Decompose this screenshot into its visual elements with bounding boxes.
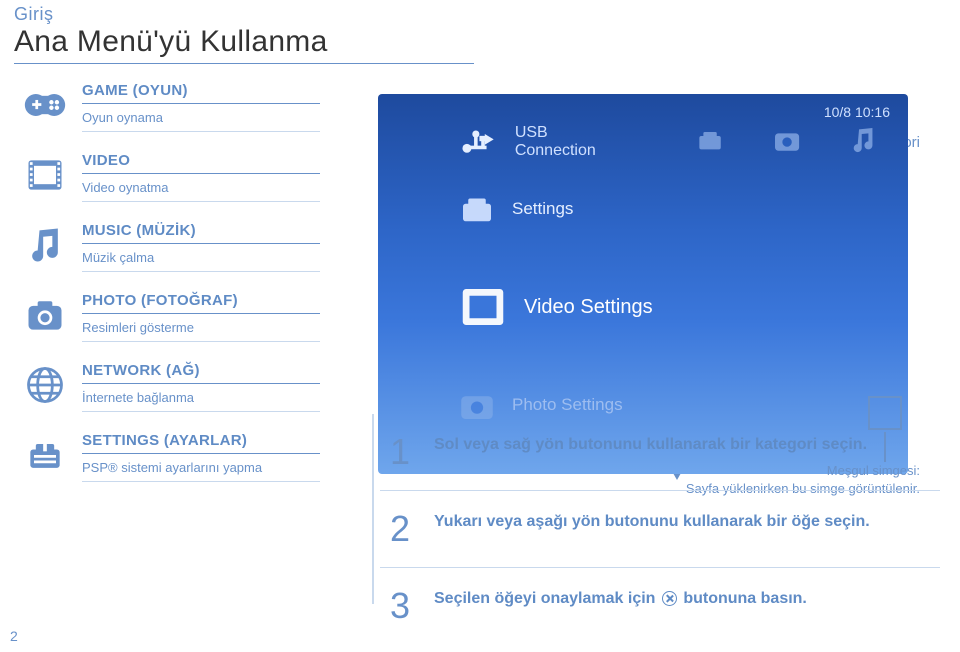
network-icon bbox=[22, 362, 68, 408]
xmb-item-label: Video Settings bbox=[524, 296, 653, 319]
step-2: 2 Yukarı veya aşağı yön butonunu kullana… bbox=[380, 511, 940, 547]
step-separator bbox=[380, 490, 940, 491]
category-desc: PSP® sistemi ayarlarını yapma bbox=[82, 460, 320, 482]
step-text-suffix: butonuna basın. bbox=[683, 590, 807, 607]
xmb-item: Settings bbox=[456, 188, 653, 230]
category-desc: Müzik çalma bbox=[82, 250, 320, 272]
settings-icon bbox=[456, 188, 498, 230]
video-icon bbox=[22, 152, 68, 198]
step-separator bbox=[380, 567, 940, 568]
step-3: 3 Seçilen öğeyi onaylamak için butonuna … bbox=[380, 588, 940, 624]
game-icon bbox=[22, 82, 68, 128]
video-settings-icon bbox=[456, 280, 510, 334]
content: GAME (OYUN) Oyun oynama VIDEO Video oyna… bbox=[0, 82, 960, 482]
category-title: VIDEO bbox=[82, 152, 320, 174]
step-text: Yukarı veya aşağı yön butonunu kullanara… bbox=[434, 511, 940, 533]
category-title: NETWORK (AĞ) bbox=[82, 362, 320, 384]
xmb-item-label: Settings bbox=[512, 199, 573, 219]
xmb-item-selected: Video Settings bbox=[456, 280, 653, 334]
xmb-item: Photo Settings bbox=[456, 384, 653, 426]
category-network: NETWORK (AĞ) İnternete bağlanma bbox=[22, 362, 320, 412]
xmb-row: USB Connection bbox=[458, 118, 908, 166]
usb-icon bbox=[458, 118, 501, 166]
page-number: 2 bbox=[10, 628, 18, 644]
step-text: Sol veya sağ yön butonunu kullanarak bir… bbox=[434, 434, 940, 456]
category-title: MUSIC (MÜZİK) bbox=[82, 222, 320, 244]
step-1: 1 Sol veya sağ yön butonunu kullanarak b… bbox=[380, 434, 940, 470]
right-column: Kategori Öğe 10/8 10:16 USB Connection bbox=[320, 82, 940, 482]
category-desc: Video oynatma bbox=[82, 180, 320, 202]
category-music: MUSIC (MÜZİK) Müzik çalma bbox=[22, 222, 320, 272]
usb-label: USB Connection bbox=[515, 124, 621, 160]
category-desc: Oyun oynama bbox=[82, 110, 320, 132]
photo-icon bbox=[22, 292, 68, 338]
step-text: Seçilen öğeyi onaylamak için butonuna ba… bbox=[434, 588, 940, 610]
busy-icon-box bbox=[868, 396, 902, 430]
steps-divider bbox=[372, 414, 374, 604]
psp-screenshot: 10/8 10:16 USB Connection bbox=[378, 94, 908, 474]
category-title: PHOTO (FOTOĞRAF) bbox=[82, 292, 320, 314]
step-text-prefix: Seçilen öğeyi onaylamak için bbox=[434, 590, 660, 607]
step-number: 2 bbox=[380, 511, 420, 547]
category-desc: İnternete bağlanma bbox=[82, 390, 320, 412]
settings-icon bbox=[22, 432, 68, 478]
step-number: 3 bbox=[380, 588, 420, 624]
photo-settings-icon bbox=[456, 384, 498, 426]
steps-list: 1 Sol veya sağ yön butonunu kullanarak b… bbox=[380, 434, 940, 624]
music-icon bbox=[847, 124, 879, 160]
settings-icon bbox=[694, 124, 726, 160]
step-number: 1 bbox=[380, 434, 420, 470]
category-game: GAME (OYUN) Oyun oynama bbox=[22, 82, 320, 132]
xmb-column: Settings Video Settings Photo Settings S… bbox=[456, 188, 653, 474]
category-title: SETTINGS (AYARLAR) bbox=[82, 432, 320, 454]
category-title: GAME (OYUN) bbox=[82, 82, 320, 104]
category-photo: PHOTO (FOTOĞRAF) Resimleri gösterme bbox=[22, 292, 320, 342]
xmb-item-label: Photo Settings bbox=[512, 395, 623, 415]
page-title: Ana Menü'yü Kullanma bbox=[14, 25, 474, 64]
category-desc: Resimleri gösterme bbox=[82, 320, 320, 342]
section-label: Giriş bbox=[14, 4, 960, 25]
music-icon bbox=[22, 222, 68, 268]
cross-button-icon bbox=[662, 591, 677, 606]
category-settings: SETTINGS (AYARLAR) PSP® sistemi ayarları… bbox=[22, 432, 320, 482]
category-list: GAME (OYUN) Oyun oynama VIDEO Video oyna… bbox=[0, 82, 320, 482]
category-video: VIDEO Video oynatma bbox=[22, 152, 320, 202]
photo-icon bbox=[771, 124, 803, 160]
